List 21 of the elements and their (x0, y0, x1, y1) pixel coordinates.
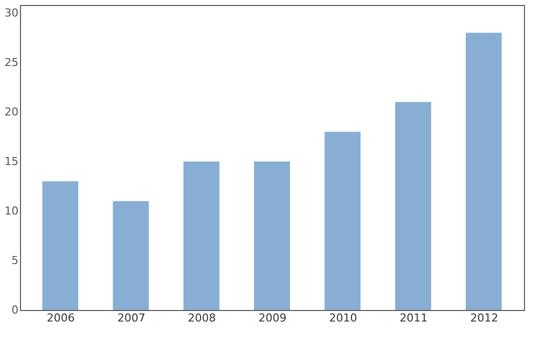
y-tick-label: 10 (4, 204, 18, 218)
x-tick-label: 2012 (470, 312, 498, 324)
bar (466, 32, 502, 310)
x-tick-label: 2009 (258, 312, 286, 324)
bar (395, 102, 432, 310)
x-tick-label: 2008 (188, 312, 216, 324)
bar (183, 161, 220, 310)
y-tick-label: 15 (4, 154, 18, 168)
x-tick-label: 2011 (400, 312, 428, 324)
x-tick-label: 2010 (329, 312, 358, 324)
bar (254, 161, 290, 310)
y-tick-label: 25 (4, 56, 18, 69)
x-tick-label: 2006 (46, 312, 75, 324)
y-tick-label: 0 (12, 304, 18, 316)
y-tick-label: 5 (12, 254, 18, 267)
bar (112, 201, 149, 310)
x-tick-label: 2007 (117, 312, 146, 324)
bar (42, 181, 78, 310)
y-tick-label: 30 (4, 6, 18, 20)
y-tick-label: 20 (4, 105, 18, 118)
bar (324, 132, 361, 310)
